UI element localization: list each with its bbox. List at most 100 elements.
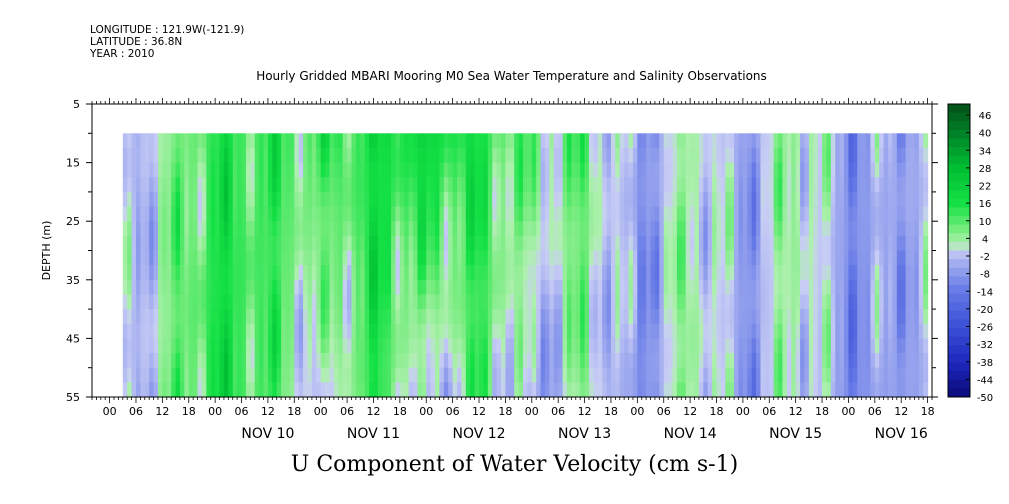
heatmap-cell <box>703 309 709 325</box>
heatmap-cell <box>888 309 894 325</box>
heatmap-cell <box>501 133 507 149</box>
heatmap-cell <box>659 353 665 369</box>
heatmap-cell <box>632 177 638 193</box>
heatmap-cell <box>197 162 203 178</box>
x-hour-label: 12 <box>894 405 908 418</box>
heatmap-cell <box>465 162 471 178</box>
heatmap-cell <box>813 323 819 339</box>
heatmap-cell <box>149 177 155 193</box>
heatmap-cell <box>131 338 137 354</box>
heatmap-cell <box>593 250 599 266</box>
heatmap-cell <box>910 309 916 325</box>
heatmap-cell <box>610 338 616 354</box>
heatmap-cell <box>395 235 401 252</box>
heatmap-cell <box>144 162 150 178</box>
heatmap-cell <box>628 353 634 369</box>
heatmap-cell <box>694 162 700 178</box>
heatmap-cell <box>553 323 559 339</box>
heatmap-cell <box>566 294 572 310</box>
heatmap-cell <box>351 309 357 325</box>
heatmap-cell <box>465 133 471 149</box>
heatmap-cell <box>804 265 810 281</box>
heatmap-cell <box>813 206 819 222</box>
heatmap-cell <box>496 265 502 281</box>
heatmap-cell <box>316 294 322 310</box>
heatmap-cell <box>501 265 507 281</box>
heatmap-cell <box>606 265 612 281</box>
heatmap-cell <box>672 250 678 266</box>
heatmap-cell <box>914 279 920 296</box>
colorbar-segment <box>948 147 970 157</box>
heatmap-cell <box>615 147 621 164</box>
heatmap-cell <box>826 309 832 325</box>
heatmap-cell <box>448 177 454 193</box>
heatmap-cell <box>879 382 885 398</box>
heatmap-cell <box>901 250 907 266</box>
heatmap-cell <box>135 147 141 164</box>
heatmap-cell <box>553 177 559 193</box>
heatmap-cell <box>303 221 309 237</box>
heatmap-cell <box>250 250 256 266</box>
heatmap-cell <box>140 294 146 310</box>
heatmap-cell <box>518 147 524 164</box>
heatmap-cell <box>883 309 889 325</box>
heatmap-cell <box>734 162 740 178</box>
heatmap-cell <box>241 147 247 164</box>
x-hour-label: 12 <box>155 405 169 418</box>
heatmap-cell <box>144 235 150 252</box>
heatmap-cell <box>615 367 621 383</box>
heatmap-cell <box>813 309 819 325</box>
heatmap-cell <box>228 250 234 266</box>
heatmap-cell <box>571 353 577 369</box>
heatmap-cell <box>413 177 419 193</box>
heatmap-cell <box>522 221 528 237</box>
heatmap-cell <box>448 133 454 149</box>
heatmap-cell <box>413 235 419 252</box>
heatmap-cell <box>518 265 524 281</box>
heatmap-cell <box>289 147 295 164</box>
heatmap-cell <box>509 279 515 296</box>
heatmap-cell <box>562 323 568 339</box>
heatmap-cell <box>883 382 889 398</box>
heatmap-cell <box>342 309 348 325</box>
heatmap-cell <box>580 191 586 208</box>
heatmap-cell <box>443 309 449 325</box>
heatmap-cell <box>501 309 507 325</box>
heatmap-cell <box>501 177 507 193</box>
heatmap-cell <box>206 338 212 354</box>
heatmap-cell <box>157 294 163 310</box>
heatmap-cell <box>373 382 379 398</box>
heatmap-cell <box>386 279 392 296</box>
heatmap-cell <box>382 235 388 252</box>
heatmap-cell <box>347 294 353 310</box>
heatmap-cell <box>712 338 718 354</box>
heatmap-cell <box>153 133 159 149</box>
heatmap-cell <box>276 206 282 222</box>
heatmap-cell <box>140 265 146 281</box>
heatmap-cell <box>333 206 339 222</box>
heatmap-cell <box>804 235 810 252</box>
heatmap-cell <box>892 147 898 164</box>
heatmap-cell <box>786 235 792 252</box>
heatmap-cell <box>531 235 537 252</box>
heatmap-cell <box>791 221 797 237</box>
heatmap-cell <box>206 367 212 383</box>
heatmap-cell <box>698 162 704 178</box>
heatmap-cell <box>245 309 251 325</box>
heatmap-cell <box>298 382 304 398</box>
heatmap-cell <box>289 191 295 208</box>
heatmap-cell <box>597 147 603 164</box>
heatmap-cell <box>452 309 458 325</box>
heatmap-cell <box>540 279 546 296</box>
heatmap-cell <box>496 221 502 237</box>
heatmap-cell <box>338 338 344 354</box>
heatmap-cell <box>399 235 405 252</box>
heatmap-cell <box>329 177 335 193</box>
heatmap-cell <box>259 382 265 398</box>
heatmap-cell <box>457 235 463 252</box>
heatmap-cell <box>228 206 234 222</box>
heatmap-cell <box>408 235 414 252</box>
heatmap-cell <box>817 382 823 398</box>
heatmap-cell <box>663 265 669 281</box>
heatmap-cell <box>127 367 133 383</box>
